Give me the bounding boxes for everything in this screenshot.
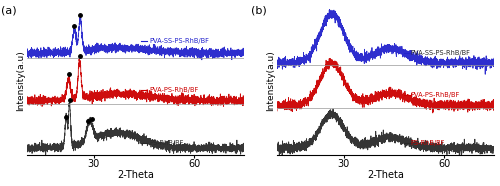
- Y-axis label: Intensity(a.u): Intensity(a.u): [16, 50, 26, 111]
- Text: (a): (a): [0, 6, 16, 16]
- Text: PS-RhB/BF: PS-RhB/BF: [410, 140, 445, 146]
- Text: PVA-SS-PS-RhB/BF: PVA-SS-PS-RhB/BF: [410, 50, 470, 56]
- Text: PVA-PS-RhB/BF: PVA-PS-RhB/BF: [410, 92, 460, 98]
- Text: PVA-PS-RhB/BF: PVA-PS-RhB/BF: [149, 87, 198, 93]
- X-axis label: 2-Theta: 2-Theta: [117, 170, 154, 180]
- X-axis label: 2-Theta: 2-Theta: [367, 170, 404, 180]
- Y-axis label: Intensity(a.u): Intensity(a.u): [266, 50, 276, 111]
- Text: PVA-SS-PS-RhB/BF: PVA-SS-PS-RhB/BF: [149, 38, 209, 44]
- Text: (b): (b): [250, 6, 266, 16]
- Text: PS-RhB/BF: PS-RhB/BF: [149, 140, 184, 146]
